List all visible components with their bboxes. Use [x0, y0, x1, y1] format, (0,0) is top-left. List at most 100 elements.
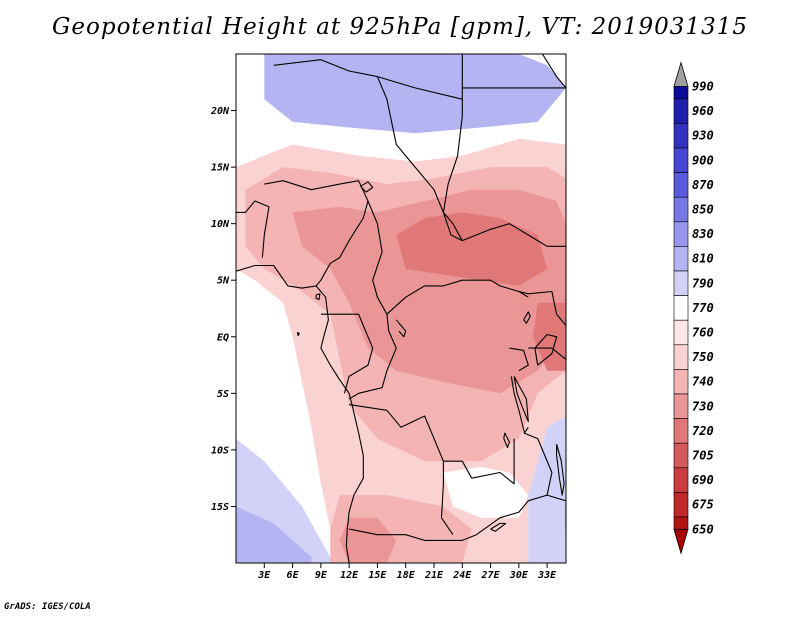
colorbar-segment — [673, 467, 689, 493]
border-lake-chad — [360, 181, 374, 193]
border-nigeria-north — [264, 180, 369, 202]
colorbar-label: 690 — [692, 473, 714, 487]
colorbar-label: 730 — [692, 399, 714, 413]
lat-axis: 20N 15N 10N 5N EQ 5S 10S 15S — [210, 106, 236, 513]
lon-tick-label: 15E — [368, 570, 387, 581]
colorbar-segment — [673, 418, 689, 444]
border-uganda-east — [518, 290, 566, 326]
lon-tick-label: 9E — [315, 570, 328, 581]
field-zambia-white — [443, 466, 529, 518]
lat-tick-label: 5S — [217, 389, 229, 400]
colorbar-label: 675 — [692, 498, 714, 512]
lat-tick-label: 5N — [217, 276, 230, 287]
colorbar-segment — [673, 295, 689, 321]
border-congo-river — [395, 319, 407, 338]
border-tanzania — [528, 347, 566, 360]
colorbar-label: 990 — [692, 80, 714, 94]
lat-tick-label: 10N — [211, 219, 230, 230]
field-north-lavender — [264, 54, 566, 134]
border-bioko — [315, 293, 321, 301]
colorbar-segment — [673, 172, 689, 198]
lon-tick-label: 6E — [287, 570, 300, 581]
border-mozambique — [546, 494, 566, 530]
colorbar-segment — [673, 492, 689, 518]
border-lake-tanganyika-east — [513, 376, 529, 423]
colorbar-segment — [673, 98, 689, 124]
border-lake-victoria — [534, 333, 558, 366]
colorbar-segment — [673, 123, 689, 149]
border-nigeria-cameroon — [315, 200, 369, 287]
colorbar-label: 930 — [692, 129, 714, 143]
border-zambia-border — [476, 432, 553, 536]
plot-frame — [235, 53, 567, 564]
lat-tick-label: 20N — [210, 106, 230, 117]
lon-tick-label: 24E — [452, 570, 472, 581]
lat-tick-label: EQ — [217, 332, 229, 343]
lat-tick-label: 15N — [211, 163, 230, 174]
colorbar-segment — [673, 369, 689, 395]
border-car-drc — [386, 279, 529, 315]
colorbar-segment — [673, 86, 689, 100]
colorbar-segment — [673, 393, 689, 419]
border-angola-east — [440, 461, 454, 536]
border-sao-tome — [296, 331, 300, 337]
colorbar-label: 740 — [692, 375, 714, 389]
lon-tick-label: 21E — [424, 570, 444, 581]
colorbar-segment — [673, 319, 689, 346]
chart-title: Geopotential Height at 925hPa [gpm], VT:… — [52, 14, 748, 40]
lon-tick-label: 30E — [509, 570, 529, 581]
colorbar-label: 770 — [692, 301, 714, 315]
colorbar-label: 790 — [692, 276, 714, 290]
grads-credit: GrADS: IGES/COLA — [4, 602, 91, 612]
lon-tick-label: 12E — [340, 570, 359, 581]
border-coast-west — [236, 264, 364, 563]
colorbar-label: 900 — [692, 153, 714, 167]
colorbar-label: 720 — [692, 424, 714, 438]
border-chad-east — [376, 76, 463, 242]
border-lake-kariba — [490, 522, 507, 532]
colorbar-segment — [673, 196, 689, 223]
border-angola-south — [348, 528, 477, 541]
colorbar-label: 830 — [692, 227, 714, 241]
border-lake-tanganyika — [510, 376, 529, 434]
border-benin-niger — [236, 200, 270, 258]
field-deep-salmon — [396, 212, 548, 286]
colorbar-label: 810 — [692, 252, 714, 266]
colorbar-segment — [673, 442, 689, 469]
colorbar-bottom-arrow — [673, 528, 689, 555]
colorbar-label: 705 — [692, 449, 714, 463]
colorbar-label: 750 — [692, 350, 714, 364]
border-lake-malawi — [556, 444, 565, 496]
colorbar-top-arrow — [673, 61, 689, 87]
colorbar-segment — [673, 147, 689, 173]
lat-tick-label: 15S — [211, 502, 229, 513]
border-rwanda — [509, 347, 529, 372]
field-angola-salmon — [339, 517, 397, 563]
border-lake-albert — [523, 311, 531, 324]
lon-axis: 3E 6E 9E 12E 15E 18E 21E 24E 27E 30E 33E — [257, 563, 557, 581]
border-drc-angola — [349, 404, 515, 485]
colorbar-segment — [673, 221, 689, 247]
colorbar: 990 960 930 900 870 850 830 810 790 770 760 750 740 7… — [673, 61, 714, 555]
border-gabon-congo — [320, 313, 374, 394]
lat-tick-label: 10S — [211, 445, 229, 456]
border-sudan-border — [442, 99, 566, 247]
border-red-sea-coast — [541, 54, 566, 89]
colorbar-label: 850 — [692, 203, 714, 217]
field-sw-purple — [236, 506, 312, 563]
lon-tick-label: 18E — [397, 570, 416, 581]
lon-tick-label: 27E — [481, 570, 501, 581]
colorbar-label: 960 — [692, 104, 714, 118]
colorbar-label: 870 — [692, 178, 714, 192]
colorbar-segment — [673, 246, 689, 272]
colorbar-label: 760 — [692, 326, 714, 340]
field-east-core — [533, 302, 566, 371]
lon-tick-label: 33E — [537, 570, 557, 581]
colorbar-segment — [673, 516, 689, 530]
border-lake-mweru — [503, 432, 510, 449]
colorbar-segment — [673, 344, 689, 370]
lon-tick-label: 3E — [257, 570, 271, 581]
colorbar-segment — [673, 270, 689, 296]
border-congo-drc — [348, 330, 397, 400]
